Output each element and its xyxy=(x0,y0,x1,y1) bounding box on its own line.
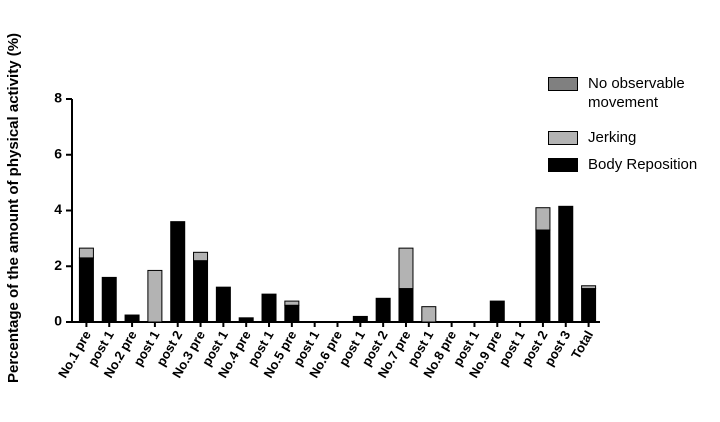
bar-segment xyxy=(352,315,368,323)
bar-segment xyxy=(535,207,551,231)
bar-segment xyxy=(558,205,574,323)
bar-segment xyxy=(238,317,254,323)
y-tick-label: 0 xyxy=(54,313,62,329)
x-tick-label: Total xyxy=(568,328,596,362)
bar-segment xyxy=(170,221,186,323)
legend-item: Body Reposition xyxy=(548,155,718,174)
bar-segment xyxy=(489,300,505,323)
bar-segment xyxy=(147,269,163,323)
legend-item: Jerking xyxy=(548,128,718,147)
bar-segment xyxy=(284,304,300,323)
bar-segment xyxy=(78,257,94,323)
legend-label: No observable movement xyxy=(588,75,685,111)
bar-segment xyxy=(398,247,414,290)
legend-label: Body Reposition xyxy=(588,156,698,173)
bar-segment xyxy=(421,306,437,323)
bar-segment xyxy=(581,285,597,290)
bar-segment xyxy=(581,288,597,323)
legend-swatch xyxy=(548,131,578,145)
bar-segment xyxy=(193,260,209,323)
bar-segment xyxy=(398,288,414,323)
legend-item: No observable movement xyxy=(548,74,718,112)
bar-segment xyxy=(215,286,231,323)
y-tick-label: 2 xyxy=(54,257,62,273)
bar-segment xyxy=(261,293,277,323)
bar-segment xyxy=(375,297,391,323)
y-tick-label: 4 xyxy=(54,201,62,217)
bar-segment xyxy=(193,251,209,262)
bar-segment xyxy=(284,300,300,306)
legend-swatch xyxy=(548,77,578,91)
bar-segment xyxy=(78,247,94,259)
y-tick-label: 8 xyxy=(54,90,62,106)
bar-segment xyxy=(124,314,140,323)
bar-segment xyxy=(535,229,551,323)
y-axis-label: Percentage of the amount of physical act… xyxy=(5,33,22,383)
legend: No observable movement Jerking Body Reposi… xyxy=(548,74,718,182)
bar-segment xyxy=(101,276,117,323)
legend-label: Jerking xyxy=(588,129,637,146)
y-tick-label: 6 xyxy=(54,145,62,161)
legend-swatch xyxy=(548,158,578,172)
